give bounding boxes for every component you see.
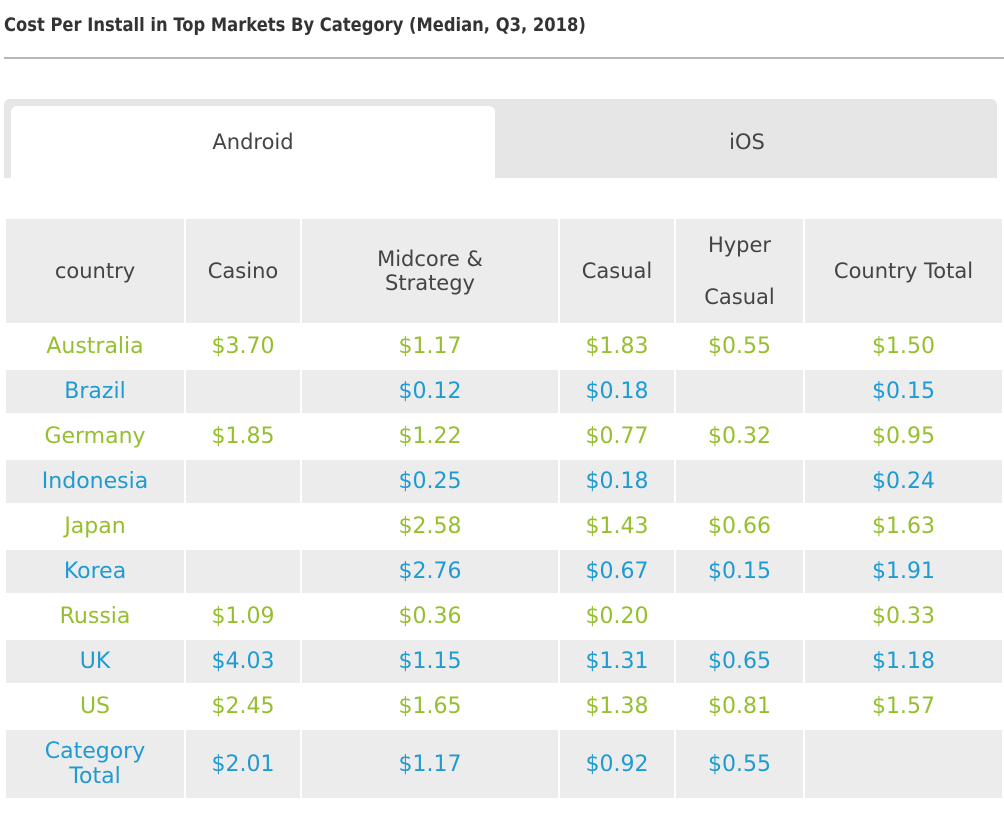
cell-hyper-casual: $0.65 — [676, 640, 803, 683]
tab-android[interactable]: Android — [11, 106, 495, 178]
cell-midcore: $2.76 — [302, 550, 558, 593]
cell-casual: $0.67 — [560, 550, 674, 593]
table-row: Australia $3.70 $1.17 $1.83 $0.55 $1.50 — [6, 325, 1002, 368]
cell-hyper-casual — [676, 370, 803, 413]
header-midcore-strategy: Midcore & Strategy — [302, 219, 558, 323]
page-title: Cost Per Install in Top Markets By Categ… — [4, 14, 586, 36]
header-casual: Casual — [560, 219, 674, 323]
cell-country-total — [805, 730, 1002, 798]
cell-midcore: $1.17 — [302, 730, 558, 798]
cell-country-total: $1.57 — [805, 685, 1002, 728]
table-row: US $2.45 $1.65 $1.38 $0.81 $1.57 — [6, 685, 1002, 728]
cell-hyper-casual: $0.55 — [676, 325, 803, 368]
cell-country: Brazil — [6, 370, 184, 413]
cell-country: Germany — [6, 415, 184, 458]
header-hyper-line1: Hyper — [707, 233, 772, 257]
cell-casual: $1.38 — [560, 685, 674, 728]
cell-hyper-casual: $0.15 — [676, 550, 803, 593]
cell-midcore: $0.25 — [302, 460, 558, 503]
cell-country-total: $0.15 — [805, 370, 1002, 413]
cell-casino: $1.09 — [186, 595, 300, 638]
cell-country: Japan — [6, 505, 184, 548]
cell-country-total: $1.18 — [805, 640, 1002, 683]
cell-casual: $0.18 — [560, 370, 674, 413]
header-country-total-label: Country Total — [833, 259, 974, 283]
cell-casual: $1.43 — [560, 505, 674, 548]
cell-hyper-casual: $0.66 — [676, 505, 803, 548]
cell-hyper-casual: $0.81 — [676, 685, 803, 728]
cell-country-total: $0.33 — [805, 595, 1002, 638]
cell-casino — [186, 460, 300, 503]
cell-casino: $4.03 — [186, 640, 300, 683]
header-casual-label: Casual — [581, 259, 653, 283]
cell-midcore: $1.15 — [302, 640, 558, 683]
cell-midcore: $1.65 — [302, 685, 558, 728]
cell-casual: $0.20 — [560, 595, 674, 638]
cell-country: Russia — [6, 595, 184, 638]
cell-casino: $3.70 — [186, 325, 300, 368]
cell-hyper-casual: $0.32 — [676, 415, 803, 458]
header-hyper-line2: Casual — [704, 285, 775, 309]
category-total-line1: Category — [44, 739, 146, 764]
cell-casual: $0.18 — [560, 460, 674, 503]
cell-country: Indonesia — [6, 460, 184, 503]
cell-country: Australia — [6, 325, 184, 368]
title-divider — [4, 57, 1004, 59]
cell-country-total: $1.91 — [805, 550, 1002, 593]
cell-casino — [186, 550, 300, 593]
cell-midcore: $1.17 — [302, 325, 558, 368]
cell-category-total-label: Category Total — [6, 730, 184, 798]
category-total-row: Category Total $2.01 $1.17 $0.92 $0.55 — [6, 730, 1002, 798]
header-casino: Casino — [186, 219, 300, 323]
cell-casino: $2.01 — [186, 730, 300, 798]
header-country-label: country — [54, 259, 136, 283]
table-row: Germany $1.85 $1.22 $0.77 $0.32 $0.95 — [6, 415, 1002, 458]
cell-casual: $0.77 — [560, 415, 674, 458]
cell-midcore: $0.36 — [302, 595, 558, 638]
tab-ios[interactable]: iOS — [729, 130, 765, 154]
cell-casual: $0.92 — [560, 730, 674, 798]
table-row: Indonesia $0.25 $0.18 $0.24 — [6, 460, 1002, 503]
cell-casual: $1.83 — [560, 325, 674, 368]
cell-country-total: $1.50 — [805, 325, 1002, 368]
table-row: Russia $1.09 $0.36 $0.20 $0.33 — [6, 595, 1002, 638]
header-country: country — [6, 219, 184, 323]
cell-hyper-casual — [676, 460, 803, 503]
table-row: UK $4.03 $1.15 $1.31 $0.65 $1.18 — [6, 640, 1002, 683]
cell-casino — [186, 370, 300, 413]
cell-country: UK — [6, 640, 184, 683]
cell-country: US — [6, 685, 184, 728]
cell-casino — [186, 505, 300, 548]
cell-country: Korea — [6, 550, 184, 593]
header-hyper-casual: Hyper Casual — [676, 219, 803, 323]
header-country-total: Country Total — [805, 219, 1002, 323]
cell-midcore: $0.12 — [302, 370, 558, 413]
table-row: Brazil $0.12 $0.18 $0.15 — [6, 370, 1002, 413]
header-midcore-line1: Midcore & — [377, 247, 483, 271]
cell-hyper-casual — [676, 595, 803, 638]
cell-country-total: $0.95 — [805, 415, 1002, 458]
table-header-row: country Casino Midcore & Strategy Casual… — [6, 219, 1002, 323]
cell-casino: $1.85 — [186, 415, 300, 458]
table-row: Japan $2.58 $1.43 $0.66 $1.63 — [6, 505, 1002, 548]
cell-casino: $2.45 — [186, 685, 300, 728]
cell-midcore: $1.22 — [302, 415, 558, 458]
cell-hyper-casual: $0.55 — [676, 730, 803, 798]
category-total-line2: Total — [69, 764, 121, 789]
header-midcore-line2: Strategy — [385, 271, 475, 295]
cell-country-total: $1.63 — [805, 505, 1002, 548]
cell-midcore: $2.58 — [302, 505, 558, 548]
table-row: Korea $2.76 $0.67 $0.15 $1.91 — [6, 550, 1002, 593]
cpi-table: country Casino Midcore & Strategy Casual… — [4, 217, 1004, 800]
cell-country-total: $0.24 — [805, 460, 1002, 503]
cell-casual: $1.31 — [560, 640, 674, 683]
header-casino-label: Casino — [207, 259, 279, 283]
